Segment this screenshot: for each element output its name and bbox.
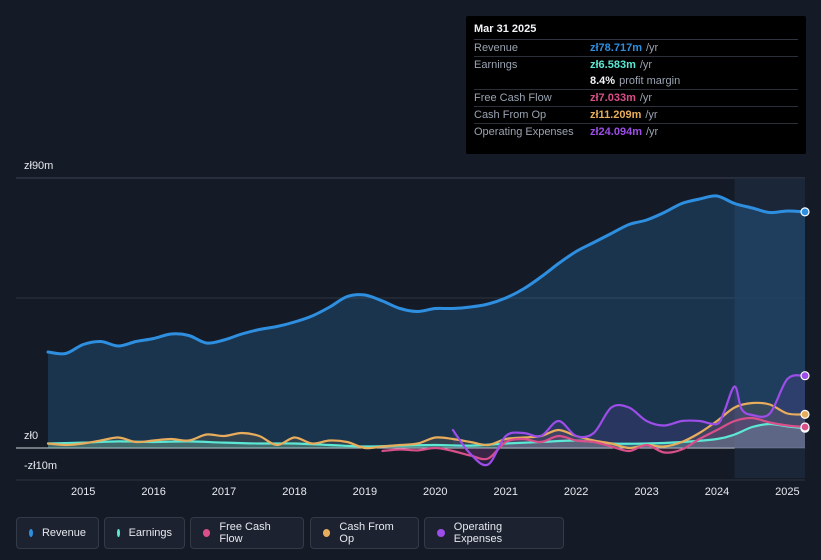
tooltip-revenue-unit: /yr — [645, 42, 659, 54]
legend-cfo-label: Cash From Op — [339, 521, 394, 545]
tooltip-cfo-label: Cash From Op — [474, 109, 547, 121]
y-tick-label-bottom: -zł10m — [24, 460, 58, 472]
legend-fcf-dot-icon — [203, 529, 211, 537]
tooltip-row-earnings: Earnings zł6.583m /yr — [474, 57, 798, 73]
tooltip-earnings-value: zł6.583m — [590, 59, 636, 71]
x-tick-label: 2023 — [634, 486, 658, 498]
legend-earnings-label: Earnings — [128, 527, 172, 539]
tooltip-revenue-label: Revenue — [474, 42, 519, 54]
legend-opex-label: Operating Expenses — [453, 521, 503, 545]
legend-revenue-dot-icon — [29, 529, 33, 537]
tooltip-fcf-unit: /yr — [639, 92, 653, 104]
chart-grid — [16, 177, 805, 481]
x-tick-label: 2024 — [705, 486, 729, 498]
tooltip-earnings-unit: /yr — [639, 59, 653, 71]
x-tick-label: 2021 — [493, 486, 517, 498]
endpoint-cfo — [800, 409, 810, 419]
chart-areas — [48, 195, 805, 466]
y-tick-label-zero: zł0 — [24, 430, 39, 442]
tooltip-row-margin: 8.4% profit margin — [474, 73, 798, 90]
tooltip-row-fcf: Free Cash Flow zł7.033m /yr — [474, 90, 798, 107]
tooltip-margin-value: 8.4% — [590, 75, 616, 87]
area-earnings — [48, 423, 805, 448]
chart-endpoints — [800, 207, 810, 433]
series-line-revenue — [46, 194, 807, 356]
legend-fcf-toggle[interactable]: Free Cash Flow — [190, 517, 304, 549]
tooltip-opex-unit: /yr — [645, 126, 659, 138]
legend-cfo-dot-icon — [323, 529, 331, 537]
area-revenue — [48, 195, 805, 448]
legend-revenue-toggle[interactable]: Revenue — [16, 517, 99, 549]
tooltip-row-cfo: Cash From Op zł11.209m /yr — [474, 107, 798, 124]
tooltip-row-revenue: Revenue zł78.717m /yr — [474, 40, 798, 57]
tooltip-cfo-unit: /yr — [645, 109, 658, 121]
tooltip-row-opex: Operating Expenses zł24.094m /yr — [474, 124, 798, 140]
legend-opex-dot-icon — [437, 529, 445, 537]
x-tick-label: 2020 — [423, 486, 447, 498]
series-line-cfo — [46, 401, 807, 450]
x-tick-label: 2022 — [564, 486, 588, 498]
legend-opex-toggle[interactable]: Operating Expenses — [424, 517, 564, 549]
endpoint-fcf — [800, 422, 810, 432]
x-tick-label: 2025 — [775, 486, 799, 498]
chart-lines — [46, 194, 807, 467]
x-tick-label: 2019 — [353, 486, 377, 498]
x-tick-label: 2015 — [71, 486, 95, 498]
x-tick-label: 2018 — [282, 486, 306, 498]
x-tick-label: 2017 — [212, 486, 236, 498]
legend-earnings-dot-icon — [117, 529, 120, 537]
series-line-fcf — [381, 416, 807, 461]
tooltip-margin-label: profit margin — [619, 75, 681, 87]
x-tick-label: 2016 — [141, 486, 165, 498]
series-line-opex — [451, 374, 807, 467]
tooltip-opex-value: zł24.094m — [590, 126, 642, 138]
x-axis-ticks: 2015 2016 2017 2018 2019 2020 2021 2022 2023 2024… — [71, 486, 800, 498]
y-tick-label-top: zł90m — [24, 160, 54, 172]
endpoint-opex — [800, 371, 810, 381]
legend-fcf-label: Free Cash Flow — [219, 521, 271, 545]
endpoint-revenue — [800, 207, 810, 217]
data-tooltip: Mar 31 2025 Revenue zł78.717m /yr Earnin… — [466, 16, 806, 154]
tooltip-opex-label: Operating Expenses — [474, 126, 574, 138]
area-cfo — [48, 402, 805, 449]
area-fcf — [382, 417, 805, 460]
tooltip-fcf-label: Free Cash Flow — [474, 92, 552, 104]
legend-revenue-label: Revenue — [41, 527, 86, 539]
tooltip-fcf-value: zł7.033m — [590, 92, 636, 104]
legend-cfo-toggle[interactable]: Cash From Op — [310, 517, 419, 549]
tooltip-date: Mar 31 2025 — [474, 23, 798, 40]
tooltip-revenue-value: zł78.717m — [590, 42, 642, 54]
tooltip-cfo-value: zł11.209m — [590, 109, 642, 121]
legend-earnings-toggle[interactable]: Earnings — [104, 517, 185, 549]
tooltip-earnings-label: Earnings — [474, 59, 518, 71]
